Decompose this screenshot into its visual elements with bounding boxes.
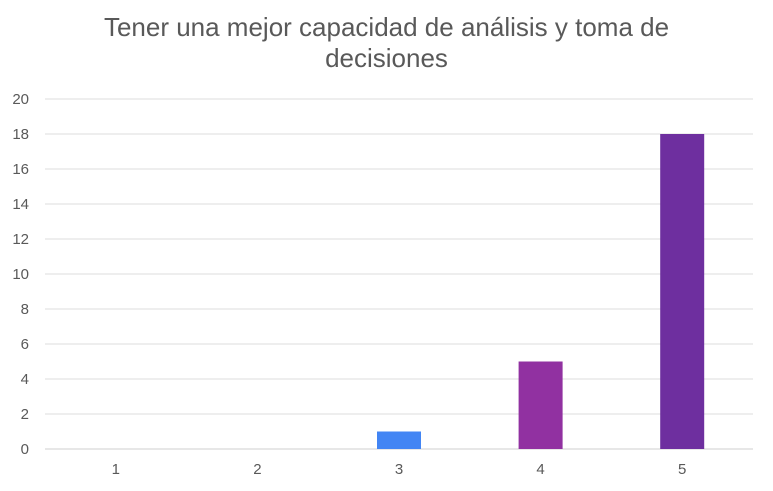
y-tick-label: 20 [12,91,29,108]
y-tick-label: 8 [21,301,29,318]
bar-5 [660,134,705,449]
y-tick-label: 4 [21,371,29,388]
x-tick-label: 3 [395,461,403,478]
y-tick-label: 18 [12,126,29,143]
y-tick-label: 10 [12,266,29,283]
y-axis-tick-labels: 0 2 4 6 8 10 12 14 16 18 20 [12,91,29,458]
y-tick-label: 0 [21,441,29,458]
x-axis-tick-labels: 1 2 3 4 5 [112,461,687,478]
bar-4 [518,361,563,449]
x-tick-label: 1 [112,461,120,478]
gridlines [45,98,753,450]
y-tick-label: 2 [21,406,29,423]
y-tick-label: 12 [12,231,29,248]
x-tick-label: 2 [253,461,261,478]
y-tick-label: 14 [12,196,29,213]
x-tick-label: 4 [536,461,544,478]
bar-3 [377,431,421,449]
chart-title: Tener una mejor capacidad de análisis y … [103,12,670,73]
x-tick-label: 5 [678,461,686,478]
bars [377,134,705,449]
y-tick-label: 16 [12,161,29,178]
y-tick-label: 6 [21,336,29,353]
